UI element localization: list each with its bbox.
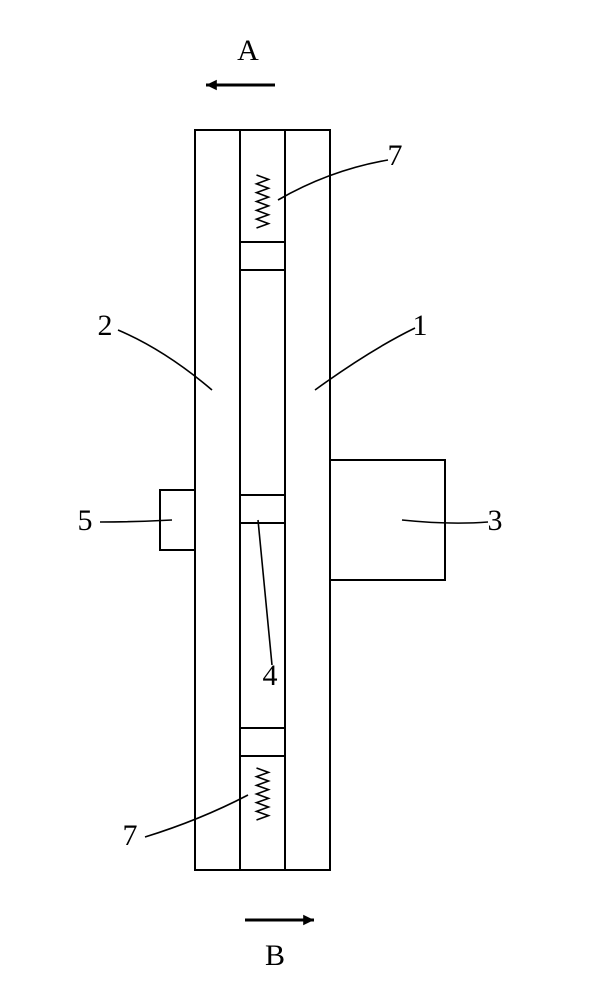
leader-7b [145,795,248,837]
label-4: 4 [263,659,278,692]
label-5: 5 [78,504,93,537]
left-plate [195,130,240,870]
label-A: A [237,34,259,67]
arrow-b-head [303,915,314,925]
spring-top [257,175,269,228]
label-1: 1 [413,309,428,342]
arrow-a-head [206,80,217,90]
label-3: 3 [488,504,503,537]
right-plate [285,130,330,870]
label-7b: 7 [123,819,138,852]
leader-4 [258,520,272,665]
spring-bottom [257,768,269,820]
leader-7t [278,160,388,200]
mechanical-diagram: 1 2 3 4 5 A B 7 7 [0,0,600,1000]
label-7t: 7 [388,139,403,172]
leader-5 [100,520,172,522]
leader-2 [118,330,212,390]
right-block [330,460,445,580]
label-B: B [265,939,285,972]
label-2: 2 [98,309,113,342]
